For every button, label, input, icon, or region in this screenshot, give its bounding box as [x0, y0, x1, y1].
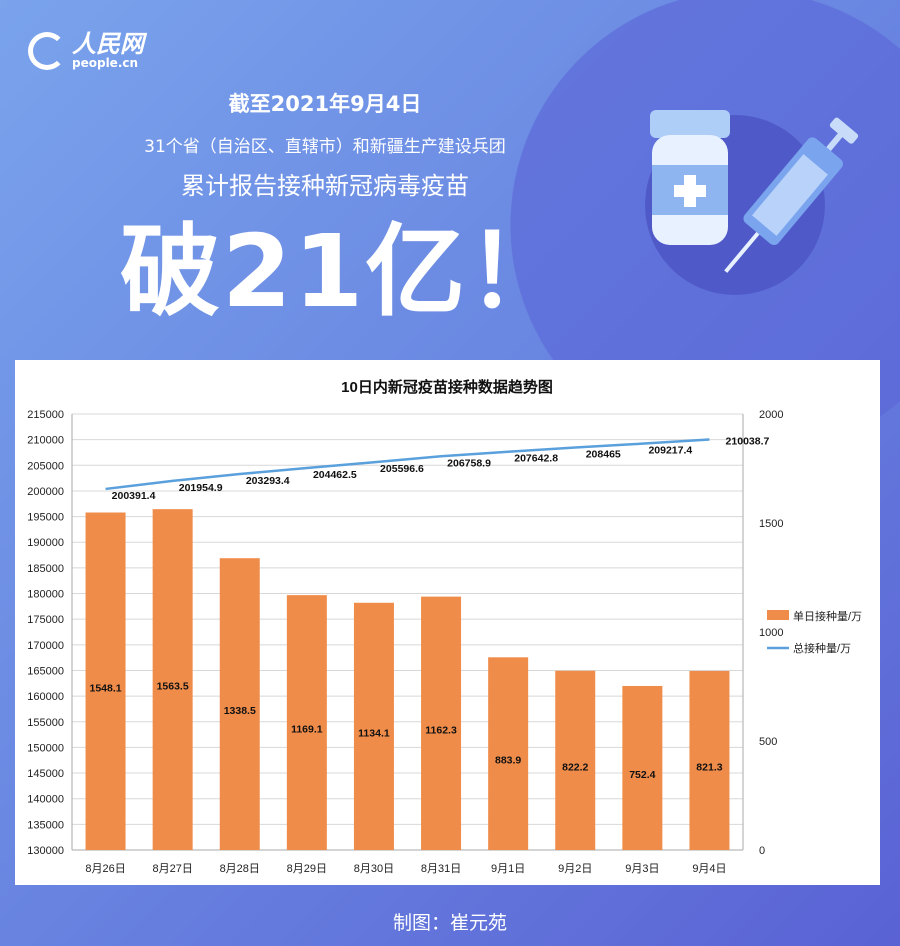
bar — [555, 670, 596, 850]
x-tick-label: 9月4日 — [692, 863, 726, 875]
x-tick-label: 8月29日 — [287, 863, 327, 875]
header-scope: 31个省（自治区、直辖市）和新疆生产建设兵团 — [144, 137, 506, 157]
bar — [152, 509, 193, 850]
header-subject: 累计报告接种新冠病毒疫苗 — [181, 172, 469, 200]
line-label: 206758.9 — [447, 457, 491, 469]
line-label: 210038.7 — [726, 435, 770, 447]
line-label: 201954.9 — [179, 482, 223, 494]
left-tick-label: 160000 — [27, 691, 64, 703]
x-tick-label: 9月3日 — [625, 863, 659, 875]
left-tick-label: 130000 — [27, 845, 64, 857]
line-label: 209217.4 — [648, 445, 692, 457]
bar-label: 1169.1 — [291, 724, 323, 736]
total-line — [105, 438, 710, 491]
left-tick-label: 150000 — [27, 742, 64, 754]
line-label: 208465 — [586, 449, 621, 461]
bar — [488, 657, 529, 850]
legend-bar-label: 单日接种量/万 — [793, 609, 862, 623]
bar-label: 1134.1 — [358, 727, 390, 739]
chart-title: 10日内新冠疫苗接种数据趋势图 — [341, 378, 553, 396]
left-tick-label: 180000 — [27, 589, 64, 601]
bar — [286, 595, 327, 850]
x-tick-label: 8月28日 — [220, 863, 260, 875]
left-tick-label: 205000 — [27, 460, 64, 472]
legend-bar-swatch — [767, 610, 789, 620]
left-tick-label: 210000 — [27, 435, 64, 447]
left-tick-label: 175000 — [27, 614, 64, 626]
right-tick-label: 2000 — [759, 409, 783, 421]
left-tick-label: 195000 — [27, 512, 64, 524]
bar-label: 752.4 — [629, 769, 655, 781]
left-tick-label: 145000 — [27, 768, 64, 780]
left-tick-label: 190000 — [27, 537, 64, 549]
headline: 破21亿！ — [120, 213, 570, 330]
bar-label: 1162.3 — [425, 724, 457, 736]
x-tick-label: 9月1日 — [491, 863, 525, 875]
line-label: 203293.4 — [246, 475, 290, 487]
logo-mark-icon — [28, 32, 66, 70]
people-cn-logo: 人民网 people.cn — [28, 32, 144, 70]
line-label: 200391.4 — [112, 490, 156, 502]
line-label: 204462.5 — [313, 469, 357, 481]
bar-label: 821.3 — [696, 761, 722, 773]
left-tick-label: 170000 — [27, 640, 64, 652]
left-tick-label: 215000 — [27, 409, 64, 421]
bar — [219, 558, 260, 850]
bar-label: 1338.5 — [224, 705, 256, 717]
right-tick-label: 1500 — [759, 518, 783, 530]
bar — [85, 512, 126, 850]
left-tick-label: 165000 — [27, 665, 64, 677]
x-tick-label: 9月2日 — [558, 863, 592, 875]
chart-panel: 10日内新冠疫苗接种数据趋势图 130000 135000 140000 145000 1… — [15, 360, 880, 885]
logo-cn: 人民网 — [72, 29, 144, 58]
x-tick-label: 8月26日 — [85, 863, 125, 875]
x-tick-label: 8月27日 — [152, 863, 192, 875]
bar — [689, 670, 730, 850]
bar — [353, 602, 394, 850]
left-tick-label: 200000 — [27, 486, 64, 498]
credit: 制图：崔元苑 — [392, 912, 507, 934]
legend-line-label: 总接种量/万 — [793, 641, 851, 655]
bar — [622, 685, 663, 850]
bar-label: 822.2 — [562, 761, 588, 773]
chart-svg: 10日内新冠疫苗接种数据趋势图 130000 135000 140000 145000 1… — [27, 378, 862, 875]
line-label: 207642.8 — [514, 453, 558, 465]
left-tick-label: 185000 — [27, 563, 64, 575]
line-label: 205596.6 — [380, 463, 424, 475]
logo-en: people.cn — [72, 56, 139, 70]
left-tick-label: 140000 — [27, 794, 64, 806]
right-tick-label: 500 — [759, 736, 777, 748]
header-date: 截至2021年9月4日 — [228, 92, 422, 116]
bar-label: 1548.1 — [89, 682, 121, 694]
vaccine-syringe-icon — [650, 110, 859, 273]
right-tick-label: 1000 — [759, 627, 783, 639]
left-tick-label: 155000 — [27, 717, 64, 729]
x-tick-label: 8月30日 — [354, 863, 394, 875]
bar-label: 1563.5 — [157, 681, 189, 693]
left-tick-label: 135000 — [27, 819, 64, 831]
bar — [421, 596, 462, 850]
bar-label: 883.9 — [495, 755, 521, 767]
right-tick-label: 0 — [759, 845, 765, 857]
x-tick-label: 8月31日 — [421, 863, 461, 875]
